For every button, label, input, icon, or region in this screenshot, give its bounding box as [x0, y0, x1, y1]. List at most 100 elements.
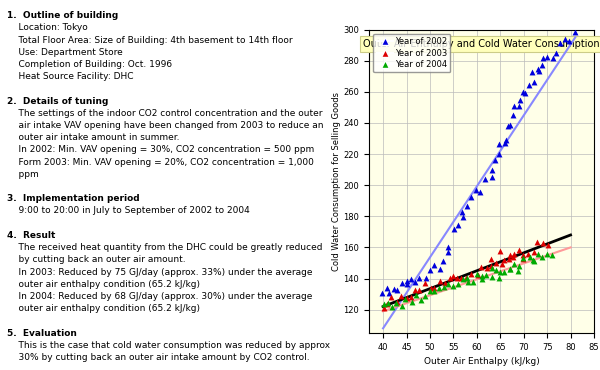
Point: [529, 259, 538, 265]
Text: 1.  Outline of building: 1. Outline of building: [7, 11, 118, 20]
Point: [443, 281, 452, 287]
Point: [529, 79, 539, 85]
Point: [420, 293, 430, 299]
Point: [383, 300, 393, 306]
Point: [542, 54, 552, 60]
Point: [476, 264, 486, 270]
Point: [415, 287, 424, 293]
Text: outer air enthalpy condition (65.2 kJ/kg): outer air enthalpy condition (65.2 kJ/kg…: [7, 304, 200, 313]
Point: [435, 279, 445, 285]
Point: [499, 269, 508, 275]
Point: [458, 276, 468, 282]
Point: [539, 55, 548, 61]
Point: [440, 280, 450, 286]
Point: [392, 299, 401, 305]
Point: [403, 278, 412, 284]
Text: 5.  Evaluation: 5. Evaluation: [7, 329, 77, 337]
Text: outer air enthalpy condition (65.2 kJ/kg): outer air enthalpy condition (65.2 kJ/kg…: [7, 280, 200, 289]
Point: [454, 222, 463, 228]
Text: by cutting back an outer air amount.: by cutting back an outer air amount.: [7, 255, 186, 264]
Legend: Year of 2002, Year of 2003, Year of 2004: Year of 2002, Year of 2003, Year of 2004: [373, 34, 451, 73]
Point: [494, 151, 504, 157]
Point: [425, 288, 434, 294]
Point: [533, 239, 542, 245]
Point: [527, 69, 536, 75]
Point: [494, 275, 504, 281]
Point: [548, 55, 557, 61]
Point: [478, 276, 487, 282]
Point: [402, 281, 412, 287]
Text: 3.  Implementation period: 3. Implementation period: [7, 194, 140, 203]
Point: [452, 275, 462, 280]
Point: [436, 266, 445, 272]
Point: [518, 89, 528, 95]
Point: [410, 287, 420, 293]
Point: [406, 294, 415, 300]
Point: [496, 269, 505, 275]
Point: [501, 137, 511, 143]
Point: [481, 176, 490, 182]
Point: [389, 286, 398, 292]
Point: [537, 254, 547, 260]
Text: In 2003: Reduced by 75 GJ/day (approx. 33%) under the average: In 2003: Reduced by 75 GJ/day (approx. 3…: [7, 268, 313, 276]
Point: [411, 292, 421, 298]
Point: [505, 122, 515, 128]
Point: [439, 284, 449, 290]
Y-axis label: Cold Water Consumption for Selling Goods: Cold Water Consumption for Selling Goods: [332, 92, 341, 271]
Point: [487, 174, 497, 180]
Point: [505, 266, 515, 272]
Point: [509, 261, 519, 267]
Point: [445, 275, 454, 280]
Point: [515, 103, 524, 109]
Text: In 2004: Reduced by 68 GJ/day (approx. 30%) under the average: In 2004: Reduced by 68 GJ/day (approx. 3…: [7, 292, 313, 301]
Point: [497, 261, 506, 267]
Point: [429, 288, 439, 294]
Point: [487, 167, 497, 173]
Point: [482, 265, 492, 271]
Text: 9:00 to 20:00 in July to September of 2002 to 2004: 9:00 to 20:00 in July to September of 20…: [7, 206, 250, 215]
Point: [529, 249, 538, 255]
Text: 2.  Details of tuning: 2. Details of tuning: [7, 97, 109, 105]
Text: outer air intake amount in summer.: outer air intake amount in summer.: [7, 133, 180, 142]
Point: [551, 50, 561, 56]
Point: [379, 301, 389, 307]
Point: [427, 285, 436, 291]
Point: [481, 272, 491, 278]
Point: [514, 269, 523, 275]
Point: [468, 279, 478, 285]
Point: [529, 257, 538, 263]
Point: [466, 270, 476, 276]
Point: [425, 268, 434, 273]
Point: [401, 296, 410, 302]
Point: [500, 140, 510, 146]
Point: [486, 263, 496, 269]
Point: [518, 252, 528, 258]
Point: [397, 293, 406, 299]
Point: [538, 240, 548, 246]
Point: [453, 281, 463, 287]
Point: [524, 82, 534, 88]
Point: [518, 255, 528, 261]
Point: [434, 285, 444, 291]
Text: Total Floor Area: Size of Building: 4th basement to 14th floor: Total Floor Area: Size of Building: 4th …: [7, 36, 293, 44]
Point: [410, 279, 420, 285]
Point: [560, 36, 569, 42]
Point: [416, 297, 425, 303]
Point: [449, 283, 458, 289]
Point: [515, 97, 525, 103]
Point: [429, 262, 439, 268]
Point: [509, 254, 518, 260]
Point: [463, 279, 473, 285]
Point: [420, 280, 430, 286]
Point: [514, 247, 524, 253]
Point: [491, 260, 500, 266]
Point: [491, 268, 500, 273]
Point: [472, 188, 481, 194]
Point: [386, 294, 396, 300]
Point: [473, 272, 483, 278]
Point: [407, 299, 416, 305]
Point: [379, 305, 389, 310]
Point: [555, 40, 565, 46]
Point: [494, 141, 504, 147]
Point: [462, 275, 472, 281]
